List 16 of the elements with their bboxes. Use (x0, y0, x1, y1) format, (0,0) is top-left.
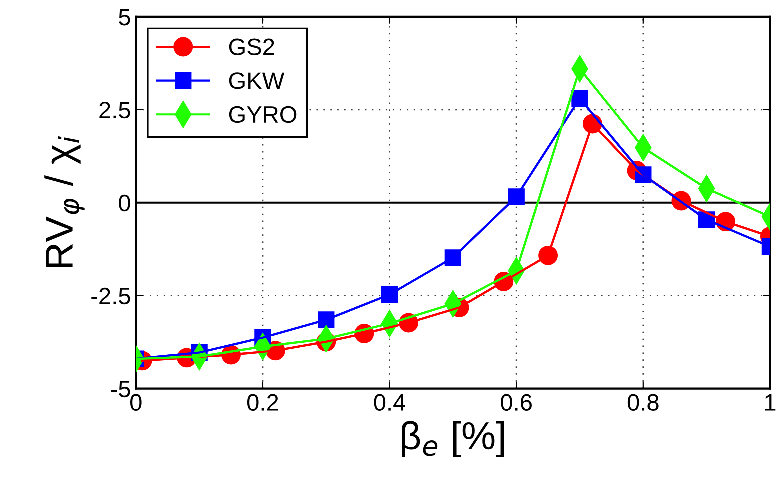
legend-label: GKW (229, 72, 285, 90)
y-tick-label: 2.5 (100, 102, 130, 119)
x-tick-label: 0.2 (247, 394, 278, 412)
x-tick-label: 0 (130, 394, 142, 412)
x-tick-label: 0.6 (501, 394, 532, 412)
y-tick-label: -5 (111, 381, 130, 398)
legend-label: GS2 (229, 38, 274, 56)
x-tick-label: 0.8 (628, 394, 659, 412)
x-tick-label: 1 (765, 394, 776, 411)
y-tick-label: 5 (119, 9, 130, 26)
legend-label: GYRO (229, 106, 297, 124)
x-tick-label: 0.4 (374, 394, 406, 412)
y-tick-label: -2.5 (92, 288, 130, 305)
x-axis-title: β$_{e}$ [%] (402, 421, 504, 458)
y-tick-label: 0 (119, 194, 130, 212)
y-axis-title: RV$_{φ}$ / χ$_{i}$ (44, 136, 85, 268)
